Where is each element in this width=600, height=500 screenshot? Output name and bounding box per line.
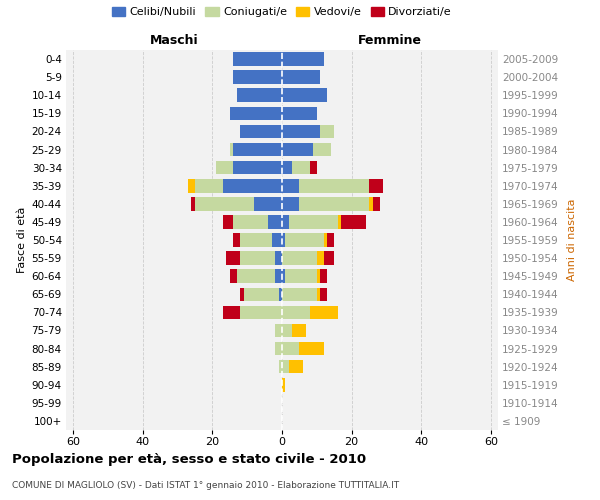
Bar [299,197,369,210]
Bar [191,197,195,210]
Bar [240,252,275,265]
Bar [233,70,282,84]
Bar [223,306,240,319]
Bar [282,88,327,102]
Bar [237,270,275,283]
Bar [282,197,299,210]
Bar [369,197,373,210]
Legend: Celibi/Nubili, Coniugati/e, Vedovi/e, Divorziati/e: Celibi/Nubili, Coniugati/e, Vedovi/e, Di… [107,2,457,22]
Bar [282,270,286,283]
Bar [320,288,327,301]
Bar [275,324,282,338]
Bar [233,142,282,156]
Bar [320,124,334,138]
Bar [282,342,299,355]
Bar [188,179,195,192]
Bar [282,252,317,265]
Bar [195,179,223,192]
Bar [286,233,324,247]
Bar [327,233,334,247]
Bar [282,215,289,228]
Bar [244,288,278,301]
Bar [230,106,282,120]
Bar [324,252,334,265]
Bar [286,270,317,283]
Bar [341,215,365,228]
Bar [299,342,324,355]
Bar [230,142,233,156]
Bar [292,161,310,174]
Bar [310,161,317,174]
Bar [282,161,292,174]
Bar [233,161,282,174]
Bar [282,306,310,319]
Y-axis label: Anni di nascita: Anni di nascita [567,198,577,281]
Bar [278,360,282,374]
Text: Femmine: Femmine [358,34,422,48]
Bar [282,106,317,120]
Bar [317,270,320,283]
Bar [254,197,282,210]
Bar [282,179,299,192]
Bar [338,215,341,228]
Bar [240,306,282,319]
Bar [373,197,380,210]
Bar [275,342,282,355]
Bar [324,233,327,247]
Bar [292,324,307,338]
Bar [282,124,320,138]
Bar [223,179,282,192]
Bar [282,378,286,392]
Bar [289,215,338,228]
Bar [282,324,292,338]
Bar [233,52,282,66]
Bar [272,233,282,247]
Bar [226,252,240,265]
Bar [282,233,286,247]
Text: COMUNE DI MAGLIOLO (SV) - Dati ISTAT 1° gennaio 2010 - Elaborazione TUTTITALIA.I: COMUNE DI MAGLIOLO (SV) - Dati ISTAT 1° … [12,481,399,490]
Bar [233,233,240,247]
Text: Maschi: Maschi [149,34,199,48]
Bar [320,270,327,283]
Bar [313,142,331,156]
Bar [310,306,338,319]
Bar [369,179,383,192]
Y-axis label: Fasce di età: Fasce di età [17,207,28,273]
Bar [268,215,282,228]
Bar [233,215,268,228]
Bar [282,288,317,301]
Bar [282,70,320,84]
Bar [240,124,282,138]
Bar [317,288,320,301]
Bar [275,270,282,283]
Bar [282,142,313,156]
Bar [282,52,324,66]
Bar [216,161,233,174]
Bar [299,179,369,192]
Bar [289,360,303,374]
Bar [223,215,233,228]
Bar [278,288,282,301]
Bar [230,270,237,283]
Bar [195,197,254,210]
Bar [317,252,324,265]
Bar [275,252,282,265]
Bar [240,233,272,247]
Bar [237,88,282,102]
Bar [282,360,289,374]
Bar [240,288,244,301]
Text: Popolazione per età, sesso e stato civile - 2010: Popolazione per età, sesso e stato civil… [12,452,366,466]
